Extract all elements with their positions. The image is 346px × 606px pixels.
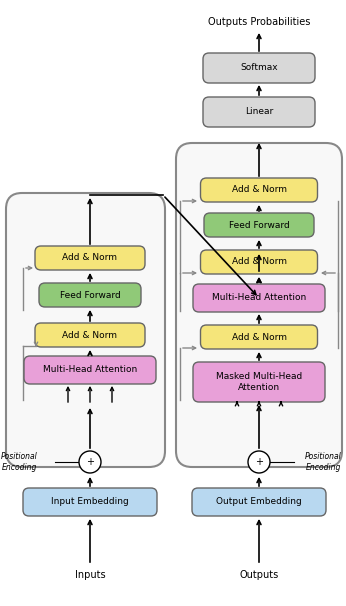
FancyBboxPatch shape bbox=[200, 250, 318, 274]
Circle shape bbox=[79, 451, 101, 473]
Text: Inputs: Inputs bbox=[75, 570, 105, 580]
FancyBboxPatch shape bbox=[193, 362, 325, 402]
FancyBboxPatch shape bbox=[193, 284, 325, 312]
Text: Feed Forward: Feed Forward bbox=[60, 290, 120, 299]
Text: Masked Multi-Head
Attention: Masked Multi-Head Attention bbox=[216, 372, 302, 391]
FancyBboxPatch shape bbox=[204, 213, 314, 237]
FancyBboxPatch shape bbox=[203, 97, 315, 127]
FancyBboxPatch shape bbox=[200, 178, 318, 202]
Text: Multi-Head Attention: Multi-Head Attention bbox=[212, 293, 306, 302]
Text: Add & Norm: Add & Norm bbox=[231, 185, 286, 195]
Text: Linear: Linear bbox=[245, 107, 273, 116]
Text: Positional
Encoding: Positional Encoding bbox=[305, 452, 342, 471]
FancyBboxPatch shape bbox=[176, 143, 342, 467]
Text: Add & Norm: Add & Norm bbox=[63, 330, 118, 339]
Text: Outputs: Outputs bbox=[239, 570, 279, 580]
Text: Softmax: Softmax bbox=[240, 64, 278, 73]
Text: +: + bbox=[86, 457, 94, 467]
FancyBboxPatch shape bbox=[192, 488, 326, 516]
FancyBboxPatch shape bbox=[6, 193, 165, 467]
Text: Input Embedding: Input Embedding bbox=[51, 498, 129, 507]
FancyBboxPatch shape bbox=[23, 488, 157, 516]
Text: +: + bbox=[255, 457, 263, 467]
Text: Multi-Head Attention: Multi-Head Attention bbox=[43, 365, 137, 375]
Text: Output Embedding: Output Embedding bbox=[216, 498, 302, 507]
FancyBboxPatch shape bbox=[35, 323, 145, 347]
FancyBboxPatch shape bbox=[39, 283, 141, 307]
FancyBboxPatch shape bbox=[24, 356, 156, 384]
FancyBboxPatch shape bbox=[35, 246, 145, 270]
Text: Feed Forward: Feed Forward bbox=[229, 221, 289, 230]
FancyBboxPatch shape bbox=[203, 53, 315, 83]
Text: Add & Norm: Add & Norm bbox=[231, 258, 286, 267]
FancyBboxPatch shape bbox=[200, 325, 318, 349]
Circle shape bbox=[248, 451, 270, 473]
Text: Add & Norm: Add & Norm bbox=[63, 253, 118, 262]
Text: Positional
Encoding: Positional Encoding bbox=[1, 452, 38, 471]
Text: Add & Norm: Add & Norm bbox=[231, 333, 286, 342]
Text: Outputs Probabilities: Outputs Probabilities bbox=[208, 17, 310, 27]
